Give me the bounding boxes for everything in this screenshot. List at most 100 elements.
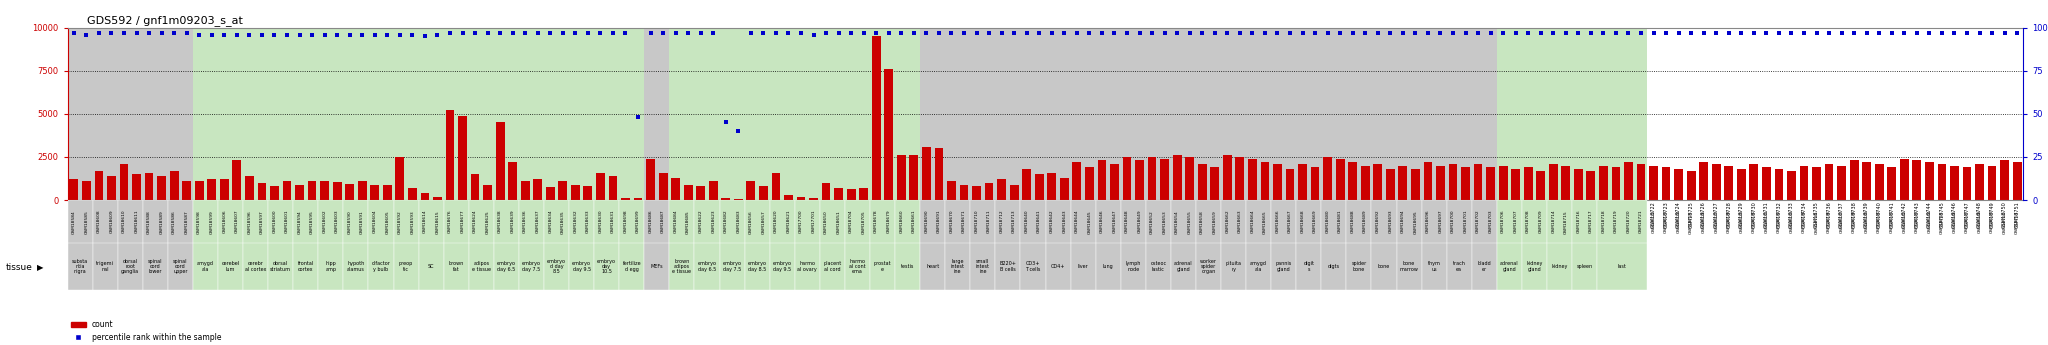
FancyBboxPatch shape <box>217 243 244 290</box>
FancyBboxPatch shape <box>1221 243 1245 290</box>
FancyBboxPatch shape <box>92 200 117 243</box>
Point <box>1286 30 1319 36</box>
Point <box>760 30 793 36</box>
Text: GSM18663: GSM18663 <box>1237 210 1241 234</box>
FancyBboxPatch shape <box>1120 243 1145 290</box>
Point <box>1675 30 1708 36</box>
Text: GSM18585: GSM18585 <box>84 210 88 234</box>
Point <box>158 30 190 36</box>
Bar <box>608 176 616 200</box>
FancyBboxPatch shape <box>268 243 293 290</box>
FancyBboxPatch shape <box>1171 243 1196 290</box>
Text: GSM18692: GSM18692 <box>1376 210 1380 234</box>
Text: GSM18737: GSM18737 <box>1839 210 1843 234</box>
Text: GSM18687: GSM18687 <box>662 210 666 234</box>
Bar <box>1761 167 1772 200</box>
Text: bladd
er: bladd er <box>1477 261 1491 272</box>
Point <box>1487 30 1520 36</box>
Bar <box>1737 169 1745 200</box>
Text: GSM18683: GSM18683 <box>737 210 739 234</box>
Point <box>258 32 291 37</box>
FancyBboxPatch shape <box>518 200 545 243</box>
FancyBboxPatch shape <box>1346 243 1372 290</box>
Text: GSM18741: GSM18741 <box>1890 210 1894 234</box>
Bar <box>193 28 217 200</box>
Point <box>1712 30 1745 36</box>
Point <box>623 115 655 120</box>
Text: GSM18666: GSM18666 <box>1276 210 1280 234</box>
Bar <box>1925 162 1933 200</box>
Text: GSM18688: GSM18688 <box>1352 210 1354 234</box>
FancyBboxPatch shape <box>1597 200 1647 243</box>
FancyBboxPatch shape <box>1245 200 1272 243</box>
FancyBboxPatch shape <box>1196 200 1221 243</box>
Bar <box>1788 171 1796 200</box>
Text: GSM18710: GSM18710 <box>975 210 979 234</box>
Text: GSM18671: GSM18671 <box>963 210 967 234</box>
Point <box>1122 30 1155 36</box>
Point <box>1800 30 1833 36</box>
Bar <box>721 198 731 200</box>
Text: GSM18648: GSM18648 <box>1124 210 1128 234</box>
FancyBboxPatch shape <box>846 200 870 243</box>
Point <box>948 30 981 36</box>
Text: GSM18731: GSM18731 <box>1765 210 1767 234</box>
FancyBboxPatch shape <box>1372 200 1397 243</box>
Point <box>1450 30 1483 36</box>
Point <box>885 30 918 36</box>
Bar <box>420 193 430 200</box>
Bar <box>1198 164 1206 200</box>
Text: GSM18678: GSM18678 <box>874 210 879 234</box>
Bar <box>82 181 90 200</box>
Text: embryo
d day
8.5: embryo d day 8.5 <box>547 259 565 274</box>
Text: GSM18723: GSM18723 <box>1665 210 1669 234</box>
Point <box>1724 30 1757 36</box>
Text: GSM18639: GSM18639 <box>510 210 514 234</box>
Bar <box>2013 162 2021 200</box>
Point <box>872 30 905 36</box>
Point <box>1137 30 1169 36</box>
Text: GSM18698: GSM18698 <box>623 210 627 234</box>
Text: MEFs: MEFs <box>651 264 664 269</box>
FancyBboxPatch shape <box>1096 243 1120 290</box>
Text: GSM18732: GSM18732 <box>1778 210 1782 234</box>
FancyBboxPatch shape <box>770 243 795 290</box>
Point <box>346 32 379 37</box>
Bar <box>995 28 1020 200</box>
Point <box>233 32 266 37</box>
Point <box>459 30 492 36</box>
FancyBboxPatch shape <box>1573 200 1597 243</box>
Text: GSM18740: GSM18740 <box>1878 210 1882 234</box>
Bar <box>1399 166 1407 200</box>
Bar <box>258 183 266 200</box>
Bar <box>344 28 369 200</box>
Point <box>1098 30 1130 36</box>
Text: GSM18707: GSM18707 <box>1513 210 1518 234</box>
Point <box>1036 30 1069 36</box>
Bar <box>408 188 416 200</box>
Point <box>446 30 479 36</box>
Text: GSM18614: GSM18614 <box>422 210 426 234</box>
Text: GSM18661: GSM18661 <box>911 210 915 234</box>
Bar <box>1522 28 1546 200</box>
FancyBboxPatch shape <box>569 243 594 290</box>
Bar <box>494 28 518 200</box>
Text: GSM18644: GSM18644 <box>1075 210 1079 234</box>
FancyBboxPatch shape <box>193 243 217 290</box>
FancyBboxPatch shape <box>1446 200 1473 243</box>
Bar <box>483 185 492 200</box>
Text: GSM18735: GSM18735 <box>1815 210 1819 234</box>
Point <box>1612 30 1645 36</box>
Point <box>1311 30 1343 36</box>
Bar <box>1473 28 1497 200</box>
Bar <box>1071 28 1096 200</box>
Bar <box>469 28 494 200</box>
Point <box>82 30 115 36</box>
Text: adipos
e tissue: adipos e tissue <box>471 261 492 272</box>
Point <box>1624 30 1657 36</box>
Text: GSM18623: GSM18623 <box>711 210 715 234</box>
Text: GSM18595: GSM18595 <box>309 210 313 234</box>
Point <box>772 30 805 36</box>
Bar <box>1397 28 1421 200</box>
Bar <box>68 28 92 200</box>
